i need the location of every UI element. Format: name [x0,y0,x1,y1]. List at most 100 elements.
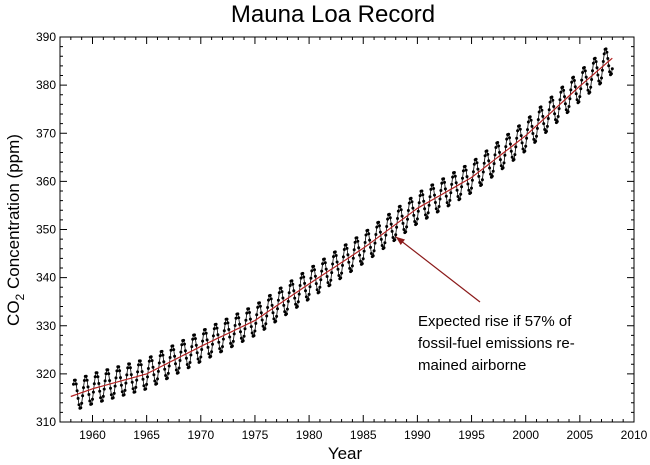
measurement-point [308,285,312,289]
measurement-point [84,374,88,378]
measurement-point [307,292,311,296]
measurement-point [309,276,313,280]
measurement-point [515,136,519,140]
measurement-point [198,360,202,364]
measurement-point [496,141,500,144]
measurement-point [475,161,479,165]
measurement-point [469,191,473,195]
measurement-point [523,149,527,153]
measurement-point [229,341,233,345]
measurement-point [480,183,483,187]
measurement-point [382,246,386,250]
measurement-point [297,292,301,296]
measurement-point [563,102,567,106]
measurement-point [329,278,333,282]
measurement-point [97,382,101,385]
measurement-point [124,381,128,385]
measurement-point [546,117,550,120]
measurement-point [174,362,177,366]
measurement-point [411,206,415,210]
measurement-point [390,229,394,233]
measurement-point [467,188,471,192]
measurement-point [293,296,297,300]
measurement-point [342,248,346,251]
measurement-point [184,356,188,360]
y-tick-label: 330 [36,319,56,333]
measurement-point [497,144,501,148]
measurement-point [372,249,376,253]
x-tick-label: 1990 [404,428,431,442]
annotation-line-1: Expected rise if 57% of [418,313,572,330]
measurement-point [313,274,317,278]
measurement-point [100,399,104,403]
measurement-point [298,284,302,287]
measurement-point [466,182,470,186]
series-layer [70,47,614,410]
x-tick-label: 1985 [350,428,377,442]
measurement-point [122,393,126,397]
measurement-point [450,182,454,186]
measurement-point [427,203,431,207]
measurement-point [253,329,257,333]
measurement-point [196,357,200,361]
measurement-point [491,169,495,173]
measurement-point [415,217,419,221]
measurement-point [162,360,166,364]
measurement-point [156,369,160,373]
measurement-point [220,349,224,353]
measurement-point [535,134,538,138]
measurement-point [436,209,440,213]
measurement-point [275,314,279,318]
measurement-point [608,70,612,74]
measurement-point [241,339,245,343]
y-axis-label: CO2 Concentration (ppm) [4,134,27,326]
measurement-point [445,201,449,205]
measurement-point [590,78,594,81]
measurement-point [572,75,575,79]
measurement-point [248,317,252,321]
measurement-point [461,176,464,180]
measurement-point [378,224,381,228]
measurement-point [459,192,463,196]
measurement-point [215,326,219,330]
measurement-point [125,373,129,377]
measurement-point [256,305,260,309]
measurement-point [294,302,298,306]
measurement-point [176,371,180,375]
measurement-point [272,317,276,321]
measurement-point [561,85,565,89]
measurement-point [505,137,509,141]
measurement-point [168,356,172,359]
measurement-point [150,359,154,363]
measurement-point [454,181,458,185]
measurement-point [585,82,589,86]
measurement-point [231,339,235,343]
measurement-point [531,132,535,135]
measurement-point [607,64,611,68]
measurement-point [109,393,113,397]
measurement-point [259,311,263,315]
measurement-point [274,319,278,323]
measurement-point [461,169,465,173]
measurement-point [463,164,467,168]
measurement-point [119,376,122,380]
measurement-point [456,195,460,198]
measurement-point [314,282,318,286]
measurement-point [302,275,306,279]
measurement-point [401,221,405,225]
measurement-point [447,203,451,207]
measurement-point [99,396,103,400]
measurement-point [112,391,116,395]
measurement-point [416,209,420,213]
measurement-point [276,298,280,302]
measurement-point [255,313,259,317]
measurement-point [179,350,183,354]
measurement-point [355,236,359,240]
measurement-point [131,387,135,391]
measurement-point [221,337,225,341]
measurement-point [486,152,490,156]
measurement-point [340,271,344,275]
measurement-point [280,290,284,294]
x-tick-label: 1980 [296,428,323,442]
measurement-point [209,354,213,358]
